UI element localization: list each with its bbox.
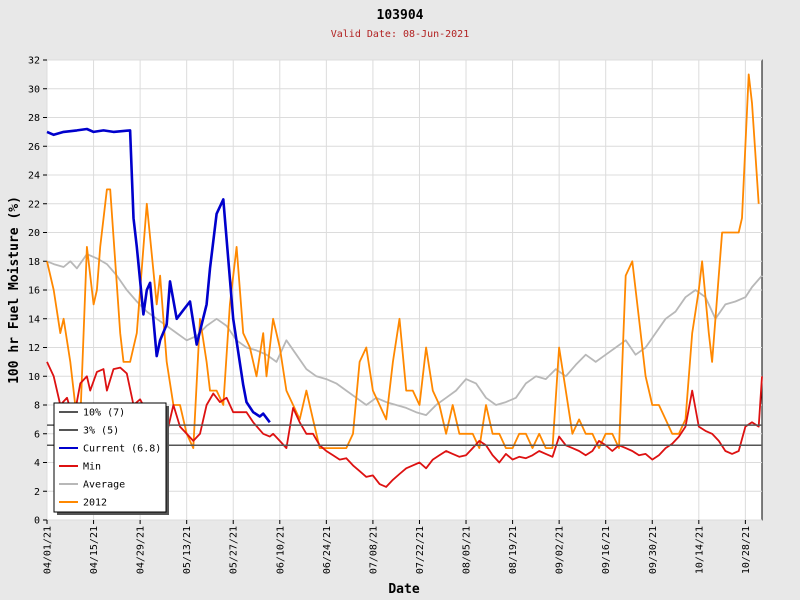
x-tick-label: 09/02/21 [555,526,566,574]
y-tick-label: 32 [28,56,40,67]
y-tick-label: 14 [28,314,40,325]
y-tick-label: 0 [34,516,40,527]
legend: 10% (7) 3% (5) Current (6.8) Min Average 2012 [53,402,169,515]
y-tick-label: 30 [28,84,40,95]
series-average-line [46,253,763,417]
x-axis-label: Date [388,582,419,597]
x-tick-label: 06/24/21 [322,526,333,574]
legend-label-y2012: 2012 [83,498,107,509]
legend-label-current: Current (6.8) [83,444,161,455]
series-current-line [46,127,271,424]
y-tick-label: 18 [28,257,40,268]
x-tick-label: 10/14/21 [694,526,705,574]
x-tick-label: 04/29/21 [136,526,147,574]
chart-title: 103904 [377,8,424,23]
y-tick-label: 28 [28,113,40,124]
y-tick-label: 2 [34,487,40,498]
chart-subtitle: Valid Date: 08-Jun-2021 [331,29,469,40]
legend-label-average: Average [83,480,125,491]
y-axis-label: 100 hr Fuel Moisture (%) [7,196,22,384]
x-tick-label: 09/16/21 [601,526,612,574]
x-tick-label: 09/30/21 [648,526,659,574]
x-tick-label: 07/22/21 [415,526,426,574]
series-y2012-line [46,73,760,450]
y-tick-label: 8 [34,401,40,412]
y-tick-label: 22 [28,199,40,210]
y-tick-label: 20 [28,228,40,239]
x-tick-label: 04/15/21 [89,526,100,574]
x-tick-label: 08/05/21 [462,526,473,574]
x-tick-label: 06/10/21 [275,526,286,574]
y-tick-label: 12 [28,343,40,354]
y-tick-label: 26 [28,142,40,153]
legend-label-pct10: 10% (7) [83,408,125,419]
x-tick-label: 08/19/21 [508,526,519,574]
x-tick-label: 05/13/21 [182,526,193,574]
y-tick-label: 16 [28,286,40,297]
x-tick-label: 04/01/21 [43,526,54,574]
x-axis-ticks: 04/01/21 04/15/21 04/29/21 05/13/21 05/27/21… [43,520,752,574]
x-tick-label: 07/08/21 [368,526,379,574]
y-tick-label: 24 [28,171,40,182]
x-tick-label: 10/28/21 [741,526,752,574]
legend-label-min: Min [83,462,101,473]
legend-box [53,402,167,513]
x-tick-label: 05/27/21 [229,526,240,574]
y-tick-label: 6 [34,429,40,440]
legend-label-pct3: 3% (5) [83,426,119,437]
y-tick-label: 10 [28,372,40,383]
y-tick-label: 4 [34,458,40,469]
